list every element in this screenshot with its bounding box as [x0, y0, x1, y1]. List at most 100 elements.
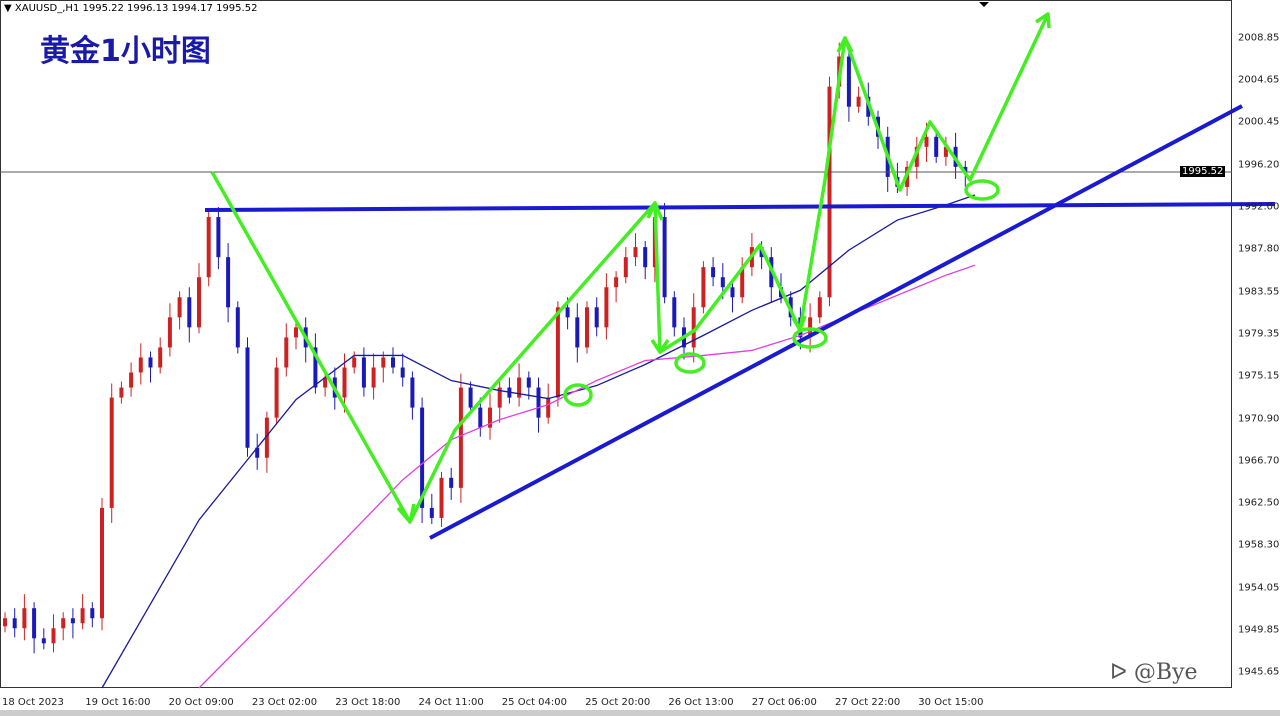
candle-body: [943, 146, 948, 157]
candle-body: [846, 56, 851, 107]
candle-body: [80, 608, 85, 624]
y-tick-label: 1945.65: [1238, 666, 1280, 678]
candle-body: [61, 618, 66, 629]
candle-body: [468, 387, 473, 408]
candle-body: [740, 267, 745, 298]
candle-body: [914, 146, 919, 167]
candle-body: [148, 357, 153, 368]
y-tick-label: 1958.30: [1238, 539, 1280, 551]
candle-body: [497, 387, 502, 408]
candle-body: [856, 96, 861, 107]
candle-body: [100, 507, 104, 619]
logo-icon: ᐅ: [1110, 660, 1134, 685]
projection-arrows: [210, 12, 1051, 524]
candle-body: [70, 618, 75, 624]
candle-body: [623, 257, 628, 278]
candle-body: [187, 297, 192, 328]
candle-body: [245, 347, 250, 448]
candle-body: [352, 357, 357, 368]
candle-body: [216, 217, 221, 258]
y-tick-label: 1949.85: [1238, 624, 1280, 636]
y-tick-label: 1954.05: [1238, 582, 1280, 594]
candle-body: [129, 372, 134, 388]
candle-body: [662, 217, 667, 298]
candle-body: [323, 377, 328, 388]
rising-trendline[interactable]: [429, 104, 1243, 540]
candle-body: [3, 618, 7, 627]
candle-body: [41, 638, 46, 644]
y-tick-label: 1983.55: [1238, 286, 1280, 298]
symbol-ohlc: XAUUSD_,H1 1995.22 1996.13 1994.17 1995.…: [14, 3, 258, 14]
chart-area[interactable]: [0, 0, 1232, 688]
candle-body: [594, 307, 599, 328]
candle-body: [400, 367, 405, 378]
x-tick-label: 24 Oct 11:00: [418, 697, 484, 708]
candle-body: [284, 337, 289, 368]
candle-body: [546, 397, 551, 418]
y-tick-label: 2004.65: [1238, 74, 1280, 86]
symbol-header: ▼ XAUUSD_,H1 1995.22 1996.13 1994.17 199…: [4, 3, 257, 14]
candle-body: [32, 608, 37, 639]
y-tick-label: 1966.70: [1238, 455, 1280, 467]
candle-body: [488, 407, 492, 428]
x-tick-label: 30 Oct 15:00: [918, 697, 984, 708]
candle-body: [924, 136, 929, 147]
candle-body: [90, 608, 95, 619]
candle-body: [458, 387, 463, 488]
candle-body: [342, 367, 347, 398]
ma-fast-line: [101, 194, 976, 689]
candle-body: [934, 136, 939, 157]
candle-body: [643, 247, 648, 268]
candle-body: [604, 287, 609, 328]
candle-body: [51, 628, 56, 644]
candle-body: [633, 247, 638, 258]
candle-body: [817, 297, 822, 318]
bottom-scrollbar[interactable]: [0, 710, 1280, 716]
x-tick-label: 23 Oct 02:00: [251, 697, 318, 708]
candle-body: [720, 277, 725, 288]
chart-title-annotation: 黄金1小时图: [40, 34, 211, 69]
candle-body: [391, 357, 395, 368]
y-tick-label: 2008.85: [1238, 32, 1280, 44]
candle-body: [206, 217, 211, 278]
ma-slow-line: [198, 264, 976, 689]
dropdown-triangle-icon[interactable]: ▼: [4, 3, 15, 14]
candle-body: [536, 387, 541, 418]
candle-body: [478, 407, 483, 428]
chart-shift-marker-icon[interactable]: [979, 2, 989, 7]
candle-body: [827, 86, 832, 298]
candle-body: [565, 307, 570, 318]
y-tick-label: 1987.80: [1238, 243, 1280, 255]
candle-body: [429, 507, 434, 518]
y-tick-label: 1962.50: [1238, 497, 1280, 509]
candle-body: [963, 166, 968, 172]
candle-body: [691, 307, 696, 348]
x-tick-label: 25 Oct 04:00: [501, 697, 567, 708]
candle-body: [226, 257, 231, 308]
x-tick-label: 20 Oct 09:00: [168, 697, 234, 708]
resistance-line[interactable]: [204, 202, 1276, 212]
candle-body: [614, 277, 619, 288]
candle-body: [177, 297, 182, 318]
candle-body: [264, 417, 269, 458]
candle-body: [449, 477, 454, 488]
candle-body: [12, 618, 17, 629]
x-tick-label: 23 Oct 18:00: [335, 697, 401, 708]
candle-body: [138, 357, 143, 373]
candle-body: [672, 297, 677, 328]
y-tick-label: 1979.35: [1238, 328, 1280, 340]
x-tick-label: 27 Oct 22:00: [835, 697, 901, 708]
x-tick-label: 19 Oct 16:00: [85, 697, 151, 708]
candle-body: [274, 367, 279, 418]
candle-body: [701, 267, 706, 308]
y-tick-label: 1996.20: [1238, 159, 1280, 171]
candle-body: [585, 307, 589, 348]
candle-body: [526, 377, 531, 388]
candle-body: [158, 347, 163, 368]
candle-body: [109, 397, 114, 508]
candle-body: [371, 367, 376, 388]
x-tick-label: 25 Oct 20:00: [585, 697, 651, 708]
candle-body: [410, 377, 415, 408]
candle-body: [730, 287, 735, 298]
candle-body: [235, 307, 240, 348]
